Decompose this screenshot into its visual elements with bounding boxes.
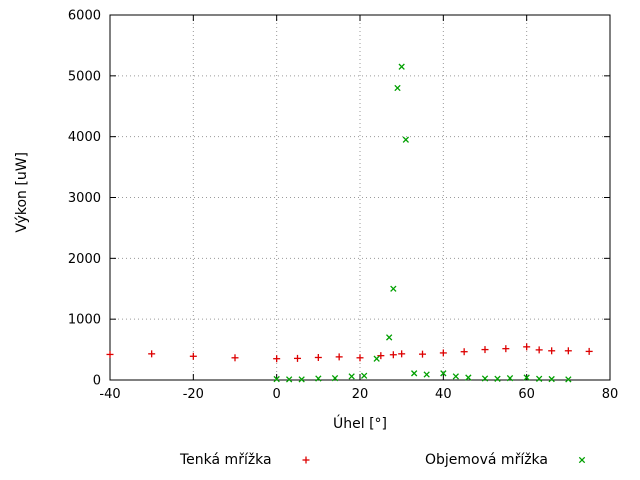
data-point-plus: [585, 347, 593, 355]
data-point-cross: [411, 370, 418, 377]
data-point-cross: [373, 355, 380, 362]
data-point-cross: [390, 285, 397, 292]
data-point-plus: [106, 350, 114, 358]
data-point-plus: [231, 354, 239, 362]
data-point-plus: [460, 348, 468, 356]
data-point-plus: [389, 351, 397, 359]
y-tick-label: 2000: [68, 252, 101, 267]
x-tick-label: 60: [518, 387, 535, 402]
y-tick-label: 4000: [68, 130, 101, 145]
data-point-plus: [335, 353, 343, 361]
data-point-cross: [402, 136, 409, 143]
data-point-cross: [506, 375, 514, 382]
y-tick-label: 0: [93, 374, 101, 389]
data-point-cross: [523, 374, 530, 381]
data-point-plus: [564, 347, 572, 355]
data-point-cross: [481, 375, 489, 382]
data-point-plus: [377, 352, 385, 360]
data-point-cross: [423, 371, 430, 378]
data-point-cross: [273, 375, 280, 383]
data-point-cross: [394, 84, 401, 92]
legend-item-objemova-mrizka: Objemová mřížka: [425, 452, 590, 468]
x-tick-label: 0: [273, 387, 281, 402]
plus-marker-icon: [302, 456, 310, 464]
data-point-plus: [398, 350, 406, 358]
y-tick-label: 1000: [68, 313, 101, 328]
data-point-cross: [331, 375, 339, 382]
data-point-plus: [294, 354, 301, 362]
data-point-plus: [189, 352, 197, 360]
x-tick-label: -20: [183, 387, 204, 402]
data-point-plus: [523, 343, 531, 351]
data-point-plus: [419, 350, 426, 358]
x-axis-title: Úhel [°]: [333, 416, 387, 432]
x-tick-label: -40: [99, 387, 120, 402]
data-point-cross: [578, 456, 586, 464]
data-point-cross: [361, 372, 368, 379]
data-point-cross: [465, 374, 472, 381]
data-point-cross: [286, 376, 293, 383]
y-tick-label: 3000: [68, 191, 101, 206]
data-point-plus: [314, 353, 322, 361]
cross-marker-icon: [578, 456, 586, 464]
data-point-plus: [481, 346, 489, 354]
data-point-plus: [548, 347, 556, 355]
data-point-cross: [348, 373, 355, 380]
data-point-plus: [439, 349, 447, 357]
data-point-plus: [535, 346, 543, 354]
legend: Tenká mřížka Objemová mřížka: [0, 452, 640, 472]
data-point-cross: [386, 334, 393, 341]
legend-item-tenka-mrizka: Tenká mřížka: [180, 452, 314, 468]
data-point-cross: [548, 375, 555, 383]
legend-label: Objemová mřížka: [425, 452, 548, 468]
x-tick-label: 20: [352, 387, 369, 402]
data-point-cross: [536, 375, 543, 382]
data-point-plus: [502, 345, 510, 353]
data-point-plus: [148, 350, 156, 358]
data-point-cross: [440, 370, 447, 377]
x-tick-label: 80: [602, 387, 619, 402]
legend-label: Tenká mřížka: [180, 452, 272, 468]
data-point-cross: [315, 375, 322, 382]
data-point-plus: [273, 355, 281, 363]
data-point-cross: [398, 63, 405, 70]
data-point-plus: [302, 456, 310, 464]
x-tick-label: 40: [435, 387, 452, 402]
data-point-cross: [494, 375, 501, 382]
y-tick-label: 6000: [68, 9, 101, 24]
data-point-cross: [565, 376, 572, 383]
y-tick-label: 5000: [68, 69, 101, 84]
data-point-cross: [452, 373, 459, 380]
y-axis-title: Výkon [uW]: [14, 152, 30, 233]
data-point-plus: [356, 354, 364, 362]
data-point-cross: [298, 376, 305, 383]
